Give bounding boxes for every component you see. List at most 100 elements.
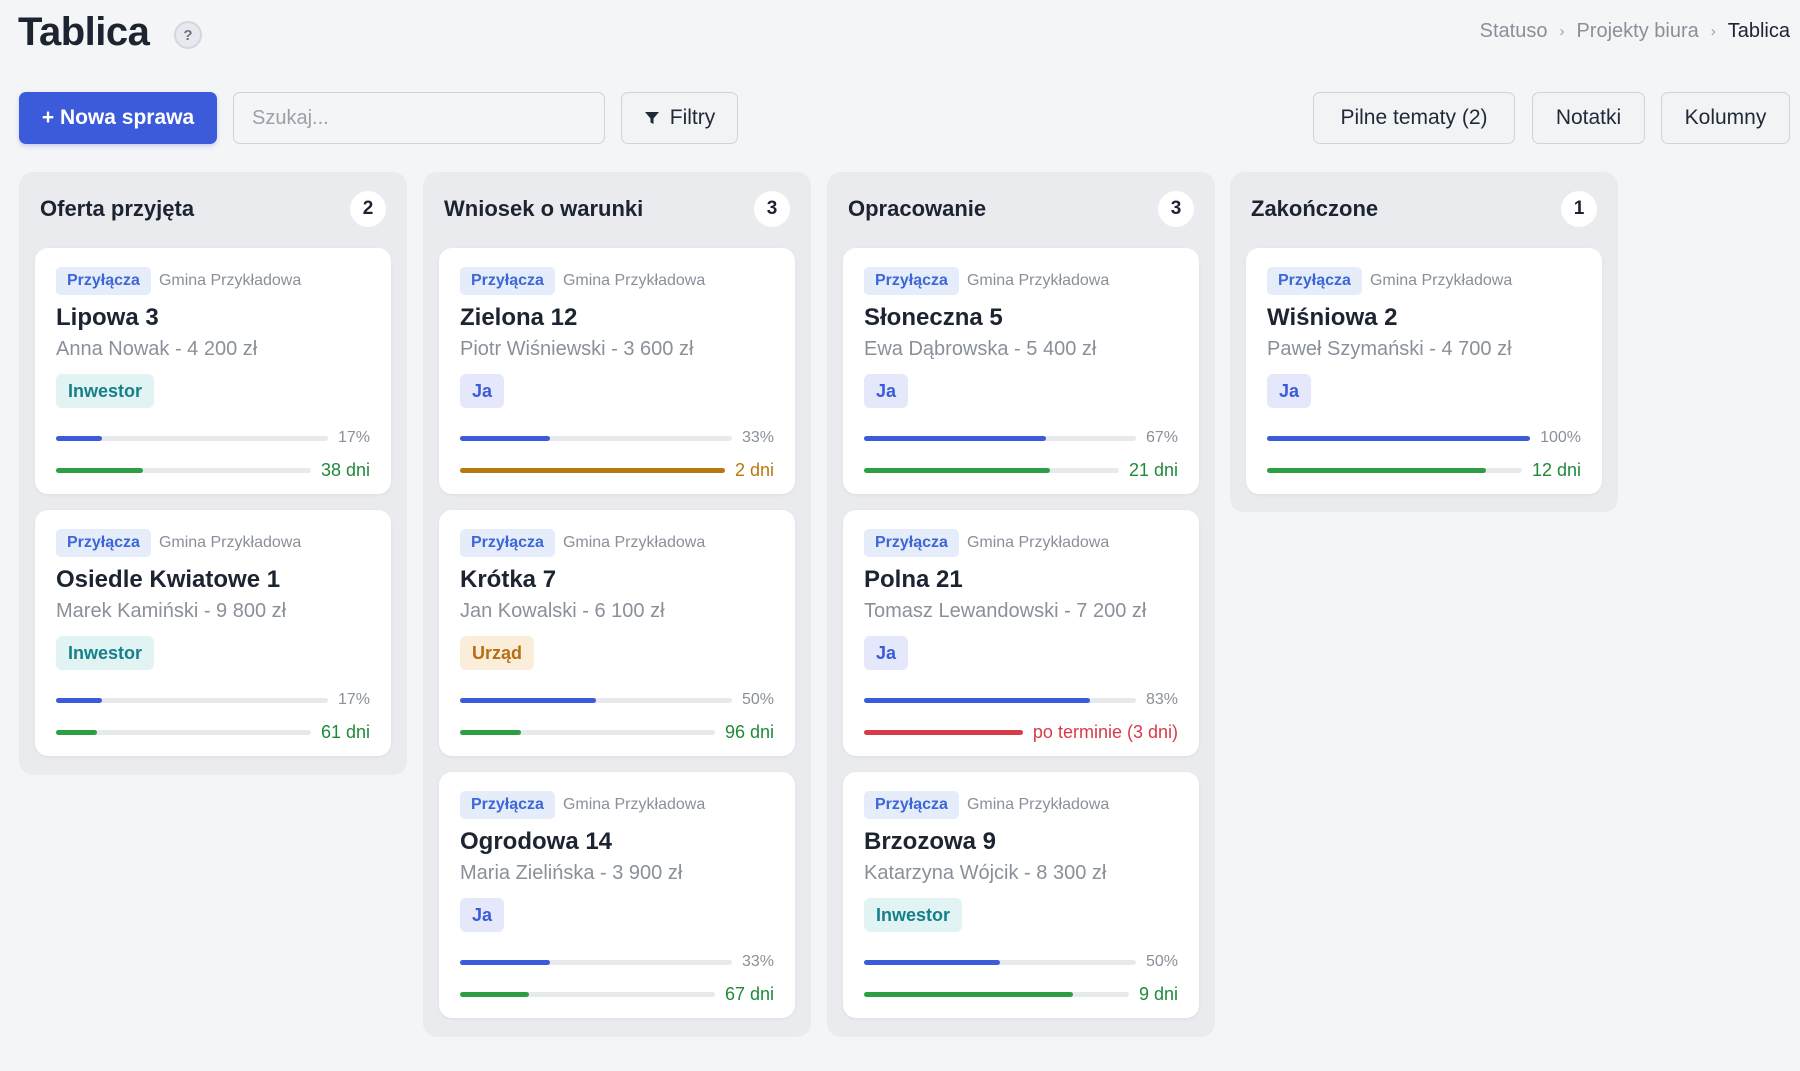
progress-bar (864, 697, 1136, 703)
search-input[interactable] (233, 92, 605, 144)
deadline-bar (460, 991, 715, 997)
card-client-value: Marek Kamiński - 9 800 zł (56, 600, 287, 622)
card-tags: Przyłącza Gmina Przykładowa (56, 529, 301, 557)
case-card[interactable]: Przyłącza Gmina Przykładowa Brzozowa 9 Kata… (843, 772, 1199, 1018)
notes-button[interactable]: Notatki (1532, 92, 1645, 144)
card-title: Lipowa 3 (56, 304, 159, 331)
progress-label: 83% (1145, 691, 1178, 708)
deadline-row: 38 dni (56, 460, 370, 480)
case-type-tag: Przyłącza (864, 529, 959, 557)
case-type-tag: Przyłącza (864, 791, 959, 819)
board-column: Wniosek o warunki 3 Przyłącza Gmina Przykła… (423, 172, 811, 1037)
deadline-label: 21 dni (1128, 459, 1178, 480)
progress-bar-fill (1267, 435, 1531, 441)
filter-icon (644, 112, 659, 124)
column-count-badge: 3 (754, 191, 790, 227)
deadline-row: 21 dni (864, 460, 1178, 480)
progress-row: 33% (460, 428, 774, 448)
column-title: Oferta przyjęta (40, 196, 195, 221)
card-title: Wiśniowa 2 (1267, 304, 1398, 331)
card-client-value: Tomasz Lewandowski - 7 200 zł (864, 600, 1147, 622)
assignee-badge: Ja (864, 636, 909, 670)
progress-row: 33% (460, 952, 774, 972)
card-client-value: Anna Nowak - 4 200 zł (56, 338, 258, 360)
urgent-topics-button[interactable]: Pilne tematy (2) (1313, 92, 1515, 144)
chevron-right-icon: › (1559, 23, 1565, 40)
filters-button[interactable]: Filtry (621, 92, 738, 144)
progress-bar-fill (864, 435, 1047, 441)
case-type-tag: Przyłącza (864, 267, 959, 295)
column-title: Opracowanie (848, 196, 987, 221)
deadline-bar (460, 729, 715, 735)
column-header: Oferta przyjęta 2 (40, 191, 386, 227)
deadline-bar (864, 991, 1129, 997)
column-header: Zakończone 1 (1251, 191, 1597, 227)
breadcrumb: Statuso › Projekty biura › Tablica (1480, 20, 1790, 43)
assignee-badge: Ja (460, 898, 505, 932)
case-card[interactable]: Przyłącza Gmina Przykładowa Polna 21 Tomasz… (843, 510, 1199, 756)
deadline-bar-fill (864, 467, 1051, 473)
deadline-bar-fill (460, 729, 522, 735)
deadline-bar (1267, 467, 1522, 473)
card-tags: Przyłącza Gmina Przykładowa (460, 791, 705, 819)
deadline-label: 67 dni (724, 983, 774, 1004)
progress-row: 17% (56, 428, 370, 448)
breadcrumb-item-projekty[interactable]: Projekty biura (1576, 20, 1699, 42)
card-client-value: Ewa Dąbrowska - 5 400 zł (864, 338, 1097, 360)
case-card[interactable]: Przyłącza Gmina Przykładowa Ogrodowa 14 Mar… (439, 772, 795, 1018)
progress-row: 17% (56, 690, 370, 710)
chevron-right-icon: › (1710, 23, 1716, 40)
case-card[interactable]: Przyłącza Gmina Przykładowa Zielona 12 Piot… (439, 248, 795, 494)
case-card[interactable]: Przyłącza Gmina Przykładowa Wiśniowa 2 Pawe… (1246, 248, 1602, 494)
deadline-bar (864, 467, 1119, 473)
progress-label: 17% (337, 429, 370, 446)
deadline-label: po terminie (3 dni) (1032, 721, 1178, 742)
progress-label: 33% (741, 953, 774, 970)
card-tags: Przyłącza Gmina Przykładowa (864, 791, 1109, 819)
deadline-bar (864, 729, 1023, 735)
assignee-badge: Ja (864, 374, 909, 408)
deadline-label: 61 dni (320, 721, 370, 742)
card-tags: Przyłącza Gmina Przykładowa (460, 529, 705, 557)
progress-row: 50% (864, 952, 1178, 972)
deadline-bar-fill (460, 467, 725, 473)
deadline-row: 67 dni (460, 984, 774, 1004)
deadline-row: 61 dni (56, 722, 370, 742)
help-icon[interactable]: ? (174, 21, 202, 49)
municipality-label: Gmina Przykładowa (562, 796, 706, 813)
progress-label: 100% (1540, 429, 1581, 446)
municipality-label: Gmina Przykładowa (966, 796, 1110, 813)
deadline-label: 9 dni (1138, 983, 1178, 1004)
case-card[interactable]: Przyłącza Gmina Przykładowa Osiedle Kwiato… (35, 510, 391, 756)
new-case-button[interactable]: + Nowa sprawa (19, 92, 217, 144)
progress-label: 50% (741, 691, 774, 708)
card-title: Brzozowa 9 (864, 828, 997, 855)
progress-bar (56, 697, 328, 703)
case-card[interactable]: Przyłącza Gmina Przykładowa Lipowa 3 Anna N… (35, 248, 391, 494)
progress-bar-fill (460, 959, 550, 965)
case-card[interactable]: Przyłącza Gmina Przykładowa Słoneczna 5 Ewa… (843, 248, 1199, 494)
column-header: Opracowanie 3 (848, 191, 1194, 227)
column-header: Wniosek o warunki 3 (444, 191, 790, 227)
assignee-badge: Inwestor (56, 374, 155, 408)
progress-bar (460, 697, 732, 703)
breadcrumb-item-statuso[interactable]: Statuso (1479, 20, 1548, 42)
filters-label: Filtry (669, 106, 716, 129)
deadline-label: 38 dni (320, 459, 370, 480)
card-title: Krótka 7 (460, 566, 557, 593)
columns-button[interactable]: Kolumny (1661, 92, 1790, 144)
deadline-bar-fill (1267, 467, 1487, 473)
progress-row: 50% (460, 690, 774, 710)
card-tags: Przyłącza Gmina Przykładowa (56, 267, 301, 295)
breadcrumb-item-current: Tablica (1727, 20, 1790, 42)
card-title: Słoneczna 5 (864, 304, 1003, 331)
progress-bar-fill (460, 435, 550, 441)
case-card[interactable]: Przyłącza Gmina Przykładowa Krótka 7 Jan Ko… (439, 510, 795, 756)
deadline-row: 9 dni (864, 984, 1178, 1004)
column-title: Wniosek o warunki (444, 196, 644, 221)
progress-row: 100% (1267, 428, 1581, 448)
assignee-badge: Inwestor (864, 898, 963, 932)
deadline-bar-fill (864, 991, 1074, 997)
card-tags: Przyłącza Gmina Przykładowa (1267, 267, 1512, 295)
deadline-bar (56, 729, 311, 735)
